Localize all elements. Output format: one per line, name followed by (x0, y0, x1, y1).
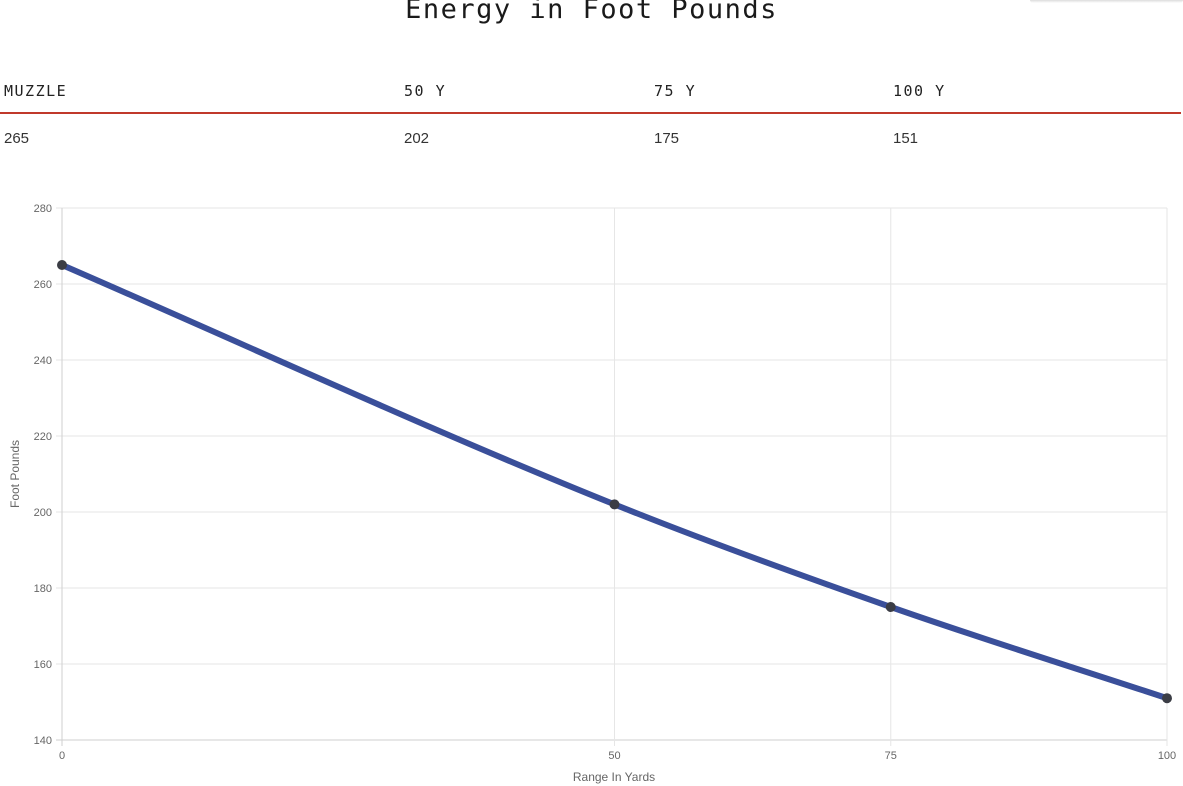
y-axis-title: Foot Pounds (8, 440, 22, 508)
value-muzzle: 265 (4, 130, 30, 147)
header-100y: 100 Y (893, 82, 946, 100)
table-header-row: MUZZLE 50 Y 75 Y 100 Y (0, 78, 1181, 114)
data-point[interactable] (1162, 693, 1172, 704)
table-value-row: 265 202 175 151 (0, 114, 1181, 148)
value-100y: 151 (893, 130, 919, 147)
series-line-energy (59, 262, 1170, 702)
points-layer (57, 260, 1172, 704)
value-75y: 175 (654, 130, 680, 147)
data-point[interactable] (885, 602, 896, 612)
labels-layer: 140 160 180 200 220 240 260 280 0 50 75 100 (34, 203, 1177, 762)
header-50y: 50 Y (404, 82, 447, 100)
y-tick-label: 160 (34, 659, 52, 671)
y-tick-label: 180 (34, 583, 52, 595)
page-title: Energy in Foot Pounds (405, 0, 778, 25)
data-point[interactable] (609, 499, 620, 510)
y-tick-label: 200 (34, 507, 52, 519)
header-75y: 75 Y (654, 82, 697, 100)
y-tick-label: 220 (34, 431, 52, 443)
y-tick-label: 280 (34, 203, 52, 215)
header-muzzle: MUZZLE (4, 82, 68, 100)
grid-layer (56, 207, 1168, 746)
x-tick-label: 100 (1158, 750, 1176, 762)
top-right-shadow (1030, 0, 1183, 3)
x-tick-label: 75 (885, 750, 897, 762)
energy-table: MUZZLE 50 Y 75 Y 100 Y 265 202 175 151 (0, 78, 1181, 148)
value-50y: 202 (404, 130, 430, 147)
y-tick-label: 140 (34, 735, 52, 747)
data-point[interactable] (57, 260, 67, 270)
x-tick-label: 0 (59, 750, 65, 762)
x-axis-title: Range In Yards (573, 770, 655, 784)
y-tick-label: 240 (34, 355, 52, 367)
y-tick-label: 260 (34, 279, 52, 291)
x-tick-label: 50 (608, 750, 620, 762)
